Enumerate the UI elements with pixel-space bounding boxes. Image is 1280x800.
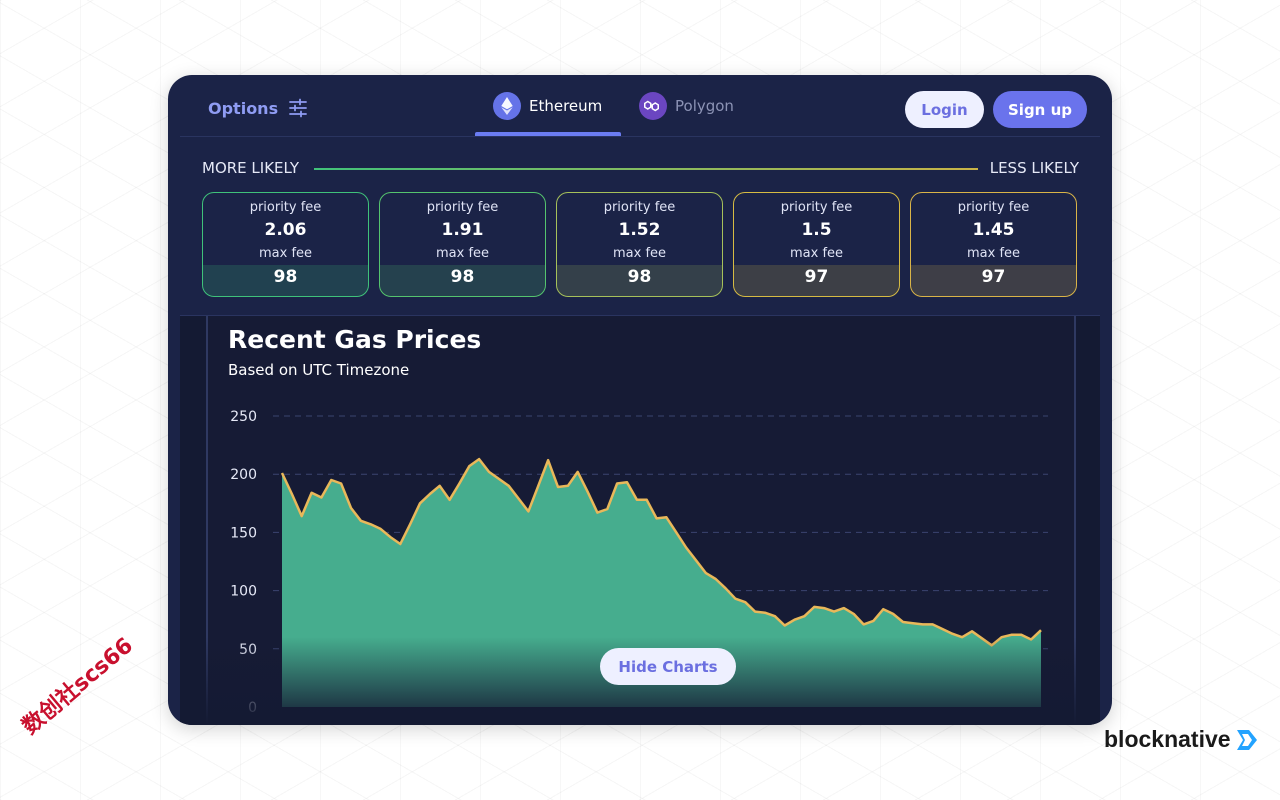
- fee-card-max-section: [734, 265, 899, 296]
- priority-fee-value: 1.45: [972, 220, 1015, 240]
- polygon-icon: [639, 92, 667, 120]
- active-tab-indicator: [475, 132, 621, 136]
- fee-card-max-section: [911, 265, 1076, 296]
- y-tick-label: 250: [230, 409, 257, 425]
- priority-fee-value: 2.06: [264, 220, 307, 240]
- sliders-icon: [289, 98, 307, 118]
- options-label: Options: [208, 98, 279, 118]
- fee-card[interactable]: priority fee 2.06 max fee 98: [202, 192, 369, 297]
- max-fee-label: max fee: [789, 246, 844, 261]
- priority-fee-value: 1.5: [801, 220, 832, 240]
- fee-card-max-section: [557, 265, 722, 296]
- more-likely-label: MORE LIKELY: [202, 159, 300, 177]
- chart-divider: [180, 315, 1100, 316]
- fee-card-max-section: [203, 265, 368, 296]
- y-tick-label: 100: [230, 584, 257, 600]
- likelihood-scale-line: [314, 168, 978, 170]
- priority-fee-value: 1.91: [441, 220, 484, 240]
- tab-ethereum[interactable]: Ethereum: [493, 92, 602, 120]
- brand-logo: blocknative: [1104, 726, 1259, 753]
- header-divider: [180, 136, 1100, 137]
- signup-button[interactable]: Sign up: [993, 91, 1087, 128]
- max-fee-label: max fee: [966, 246, 1021, 261]
- y-tick-label: 150: [230, 525, 257, 541]
- less-likely-label: LESS LIKELY: [989, 159, 1079, 177]
- priority-fee-label: priority fee: [780, 200, 853, 215]
- max-fee-label: max fee: [612, 246, 667, 261]
- chart-border-right: [1074, 316, 1076, 725]
- tab-ethereum-label: Ethereum: [529, 97, 603, 115]
- max-fee-label: max fee: [435, 246, 490, 261]
- fee-card[interactable]: priority fee 1.91 max fee 98: [379, 192, 546, 297]
- priority-fee-value: 1.52: [618, 220, 661, 240]
- fee-card-max-section: [380, 265, 545, 296]
- brand-name: blocknative: [1104, 726, 1231, 752]
- max-fee-value: 98: [627, 267, 652, 287]
- chart-subtitle: Based on UTC Timezone: [228, 361, 410, 379]
- blocknative-logo-icon: [1236, 729, 1257, 750]
- y-tick-label: 200: [230, 467, 257, 483]
- max-fee-value: 98: [450, 267, 475, 287]
- gas-estimator-card: Options Ethereum Polygon Login Sign up M…: [168, 75, 1112, 725]
- max-fee-value: 97: [804, 267, 829, 287]
- priority-fee-label: priority fee: [426, 200, 499, 215]
- max-fee-value: 98: [273, 267, 298, 287]
- priority-fee-label: priority fee: [957, 200, 1030, 215]
- fee-card[interactable]: priority fee 1.5 max fee 97: [733, 192, 900, 297]
- priority-fee-label: priority fee: [603, 200, 676, 215]
- gas-price-chart: 050100150200250: [194, 409, 1086, 725]
- series-line: [280, 457, 1042, 647]
- chart-border-left: [206, 316, 208, 725]
- tab-polygon-label: Polygon: [675, 97, 734, 115]
- max-fee-value: 97: [981, 267, 1006, 287]
- priority-fee-label: priority fee: [249, 200, 322, 215]
- hide-charts-button[interactable]: Hide Charts: [600, 648, 736, 685]
- top-bar: Options Ethereum Polygon Login Sign up: [168, 75, 1112, 137]
- chart-title: Recent Gas Prices: [228, 325, 482, 354]
- fee-card[interactable]: priority fee 1.52 max fee 98: [556, 192, 723, 297]
- max-fee-label: max fee: [258, 246, 313, 261]
- ethereum-icon: [493, 92, 521, 120]
- watermark: 数创社scs66: [17, 633, 139, 740]
- options-button[interactable]: Options: [208, 98, 308, 118]
- login-button[interactable]: Login: [905, 91, 984, 128]
- tab-polygon[interactable]: Polygon: [639, 92, 734, 120]
- fee-card[interactable]: priority fee 1.45 max fee 97: [910, 192, 1077, 297]
